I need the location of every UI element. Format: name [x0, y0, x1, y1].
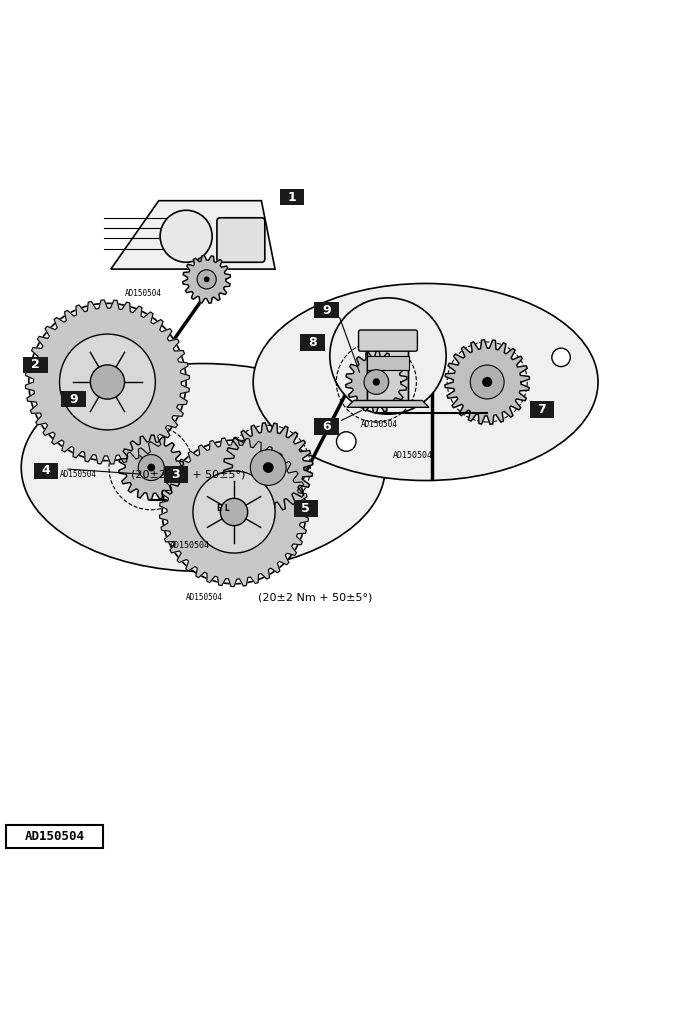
Circle shape [250, 450, 286, 485]
Text: E L: E L [217, 504, 230, 513]
FancyBboxPatch shape [23, 356, 48, 373]
Circle shape [147, 464, 155, 471]
FancyBboxPatch shape [293, 501, 318, 517]
Text: (20±2 Nm + 50±5°): (20±2 Nm + 50±5°) [131, 469, 246, 479]
Text: 8: 8 [308, 336, 317, 349]
FancyBboxPatch shape [300, 334, 325, 350]
Text: (20±2 Nm + 50±5°): (20±2 Nm + 50±5°) [258, 593, 372, 602]
Circle shape [263, 462, 273, 473]
Text: 9: 9 [69, 392, 78, 406]
FancyBboxPatch shape [453, 354, 571, 410]
Text: AD150504: AD150504 [170, 541, 210, 550]
Polygon shape [347, 400, 429, 408]
Circle shape [482, 377, 493, 387]
Text: 4: 4 [41, 465, 50, 477]
Text: 2: 2 [31, 358, 40, 372]
Circle shape [160, 210, 212, 262]
FancyBboxPatch shape [232, 438, 356, 497]
Circle shape [330, 298, 446, 414]
Text: AD150504: AD150504 [60, 470, 97, 479]
FancyBboxPatch shape [164, 466, 188, 482]
Circle shape [364, 370, 389, 394]
FancyBboxPatch shape [61, 391, 86, 408]
Circle shape [337, 432, 356, 452]
FancyBboxPatch shape [280, 189, 304, 206]
Text: AD150504: AD150504 [124, 289, 161, 298]
Text: 5: 5 [302, 502, 311, 515]
Polygon shape [346, 351, 407, 413]
FancyBboxPatch shape [314, 302, 339, 318]
Text: 1: 1 [288, 190, 297, 204]
Circle shape [90, 365, 124, 399]
Text: AD150504: AD150504 [186, 593, 223, 602]
Ellipse shape [21, 364, 385, 571]
Circle shape [193, 471, 275, 553]
FancyBboxPatch shape [368, 346, 409, 403]
Polygon shape [224, 423, 313, 512]
Text: AD150504: AD150504 [393, 452, 433, 461]
Circle shape [471, 366, 504, 399]
Circle shape [552, 348, 570, 367]
FancyBboxPatch shape [368, 356, 409, 370]
Text: AD150504: AD150504 [25, 829, 85, 843]
Text: 9: 9 [322, 304, 330, 316]
Polygon shape [445, 340, 530, 424]
Polygon shape [183, 256, 230, 303]
FancyBboxPatch shape [314, 418, 339, 434]
FancyBboxPatch shape [359, 330, 418, 351]
Circle shape [197, 269, 216, 289]
Circle shape [29, 303, 186, 461]
Polygon shape [159, 437, 308, 587]
Text: 7: 7 [537, 402, 546, 416]
Polygon shape [119, 435, 183, 500]
Text: 6: 6 [322, 420, 330, 433]
Circle shape [138, 455, 164, 480]
Circle shape [204, 276, 210, 283]
Circle shape [162, 440, 306, 584]
FancyBboxPatch shape [530, 401, 554, 418]
Circle shape [221, 499, 248, 525]
Text: 3: 3 [172, 468, 180, 481]
Circle shape [60, 334, 155, 430]
FancyBboxPatch shape [34, 463, 58, 479]
FancyBboxPatch shape [217, 218, 264, 262]
Polygon shape [111, 201, 275, 269]
Polygon shape [25, 300, 190, 464]
Circle shape [372, 378, 380, 386]
Ellipse shape [254, 284, 598, 480]
Text: AD150504: AD150504 [361, 420, 398, 429]
